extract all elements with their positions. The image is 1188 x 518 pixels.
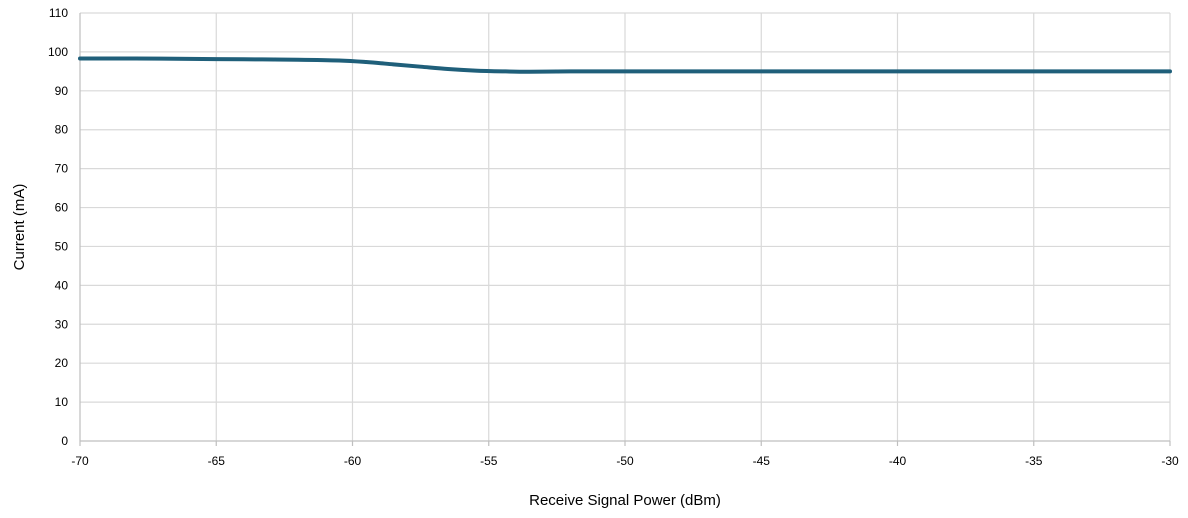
y-tick-label: 100 [48, 45, 68, 59]
x-tick-label: -40 [889, 454, 907, 468]
x-tick-label: -65 [208, 454, 226, 468]
x-tick-label: -55 [480, 454, 498, 468]
grid [80, 12, 1171, 441]
x-tick-label: -60 [344, 454, 362, 468]
y-tick-label: 110 [49, 6, 68, 20]
x-tick-label: -50 [616, 454, 634, 468]
y-tick-label: 80 [55, 123, 69, 137]
y-tick-labels: 0 10 20 30 40 50 60 70 80 90 100 110 [48, 6, 68, 448]
axes [79, 13, 1171, 446]
y-axis-title: Current (mA) [11, 184, 28, 271]
x-tick-label: -30 [1161, 454, 1179, 468]
x-tick-label: -45 [753, 454, 771, 468]
y-tick-label: 50 [55, 239, 69, 253]
x-tick-labels: -70 -65 -60 -55 -50 -45 -40 -35 -30 [71, 454, 1179, 468]
y-tick-label: 40 [55, 278, 69, 292]
x-tick-label: -70 [71, 454, 89, 468]
y-tick-label: 10 [55, 395, 69, 409]
series-lines [78, 56, 1172, 74]
y-tick-label: 20 [55, 356, 69, 370]
y-tick-label: 90 [55, 84, 69, 98]
x-tick-label: -35 [1025, 454, 1043, 468]
y-tick-label: 70 [55, 162, 69, 176]
series-line [78, 56, 1172, 74]
x-axis-title: Receive Signal Power (dBm) [529, 492, 721, 509]
y-tick-label: 60 [55, 201, 69, 215]
y-tick-label: 0 [61, 434, 68, 448]
y-tick-label: 30 [55, 317, 69, 331]
